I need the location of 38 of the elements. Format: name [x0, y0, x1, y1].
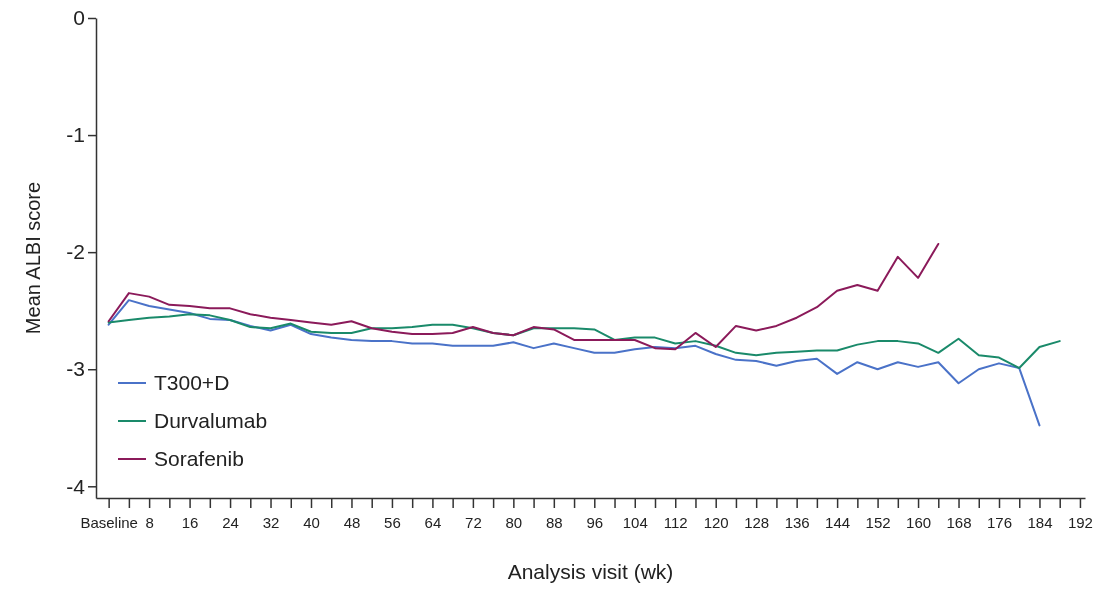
y-axis-title: Mean ALBI score — [22, 181, 44, 335]
x-tick-label: 160 — [906, 513, 932, 531]
x-tick-label: 192 — [1067, 513, 1093, 531]
line-series — [107, 313, 1061, 370]
x-tick-label: 80 — [505, 513, 523, 531]
x-tick-label: 152 — [865, 513, 891, 531]
x-tick-label: 168 — [946, 513, 972, 531]
x-tick-label: 176 — [986, 513, 1013, 531]
y-tick-label: -1 — [66, 123, 85, 147]
x-tick-label: 56 — [384, 513, 401, 531]
x-tick-label: 24 — [222, 513, 239, 531]
x-tick-label: 104 — [622, 513, 648, 531]
x-tick-label: 136 — [784, 513, 810, 531]
x-axis-title: Analysis visit (wk) — [507, 560, 674, 583]
x-tick-label: 64 — [424, 513, 442, 531]
y-tick-label: 0 — [73, 6, 85, 30]
line-series — [107, 299, 1041, 427]
legend-label: T300+D — [154, 371, 230, 395]
x-tick-label: 40 — [303, 513, 320, 531]
x-tick-label: 112 — [663, 513, 688, 531]
x-tick-label: 32 — [262, 513, 280, 531]
x-tick-label: 184 — [1027, 513, 1053, 531]
x-tick-label: 8 — [145, 513, 154, 531]
x-tick-label: 16 — [181, 513, 199, 531]
x-tick-label: 48 — [343, 513, 361, 531]
legend-label: Durvalumab — [154, 409, 268, 433]
y-tick-label: -3 — [66, 357, 85, 381]
y-tick-label: -4 — [66, 474, 86, 498]
legend-label: Sorafenib — [154, 447, 244, 471]
x-tick-label: 96 — [586, 513, 604, 531]
x-tick-label: 88 — [545, 513, 563, 531]
y-tick-label: -2 — [66, 240, 85, 264]
line-series — [107, 242, 940, 351]
x-tick-label: 128 — [744, 513, 770, 531]
x-tick-label: 72 — [465, 513, 482, 531]
x-tick-label: 120 — [703, 513, 729, 531]
x-tick-label: 144 — [825, 513, 851, 531]
x-tick-label: Baseline — [80, 513, 138, 531]
